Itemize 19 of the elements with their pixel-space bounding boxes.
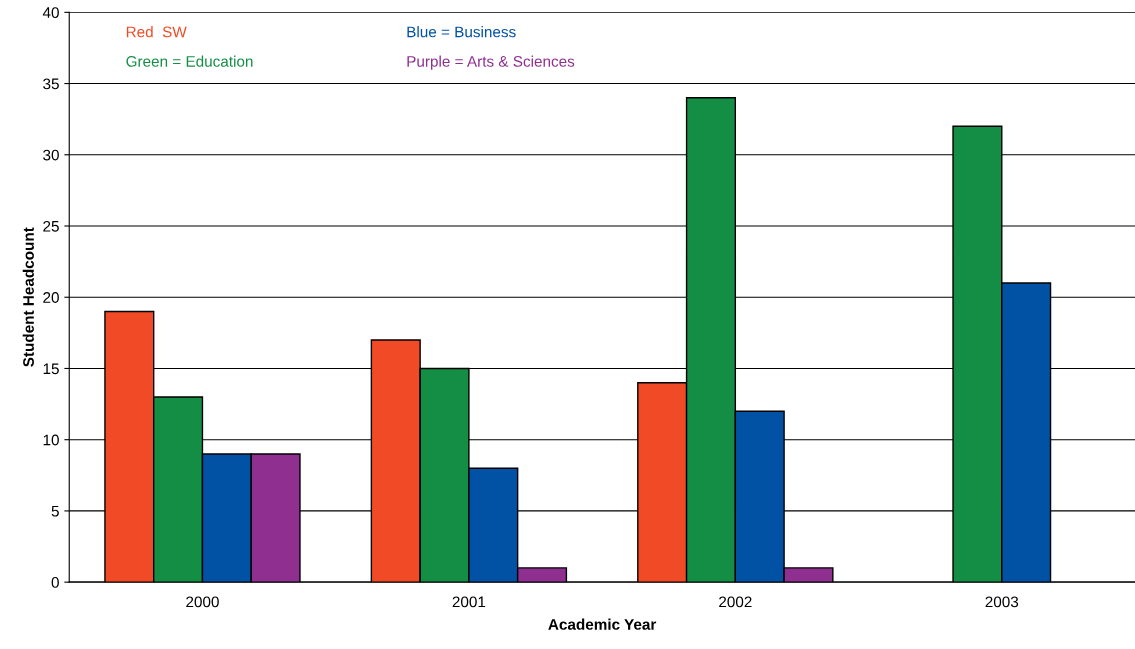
y-tick-label: 40 (42, 7, 59, 19)
x-tick-label: 2000 (186, 596, 219, 608)
y-tick-label: 0 (51, 577, 59, 588)
x-tick-label: 2002 (719, 596, 752, 608)
text: Red SW (126, 26, 187, 38)
x-axis-title: Academic Year (548, 618, 657, 630)
text: Green = Education (126, 55, 253, 67)
y-tick-label: 25 (43, 220, 59, 232)
y-tick-label: 15 (43, 363, 59, 375)
x-tick-label: 2001 (452, 596, 486, 608)
text: Blue = Business (407, 26, 516, 38)
y-tick-label: 35 (43, 78, 59, 90)
text: Purple = Arts & Sciences (407, 55, 575, 70)
x-tick-label: 2003 (985, 596, 1019, 608)
y-tick-label: 5 (51, 505, 59, 517)
y-tick-label: 20 (43, 292, 59, 303)
y-axis-title: Student Headcount (22, 227, 34, 367)
y-tick-label: 10 (43, 434, 59, 446)
y-tick-label: 30 (43, 149, 59, 161)
